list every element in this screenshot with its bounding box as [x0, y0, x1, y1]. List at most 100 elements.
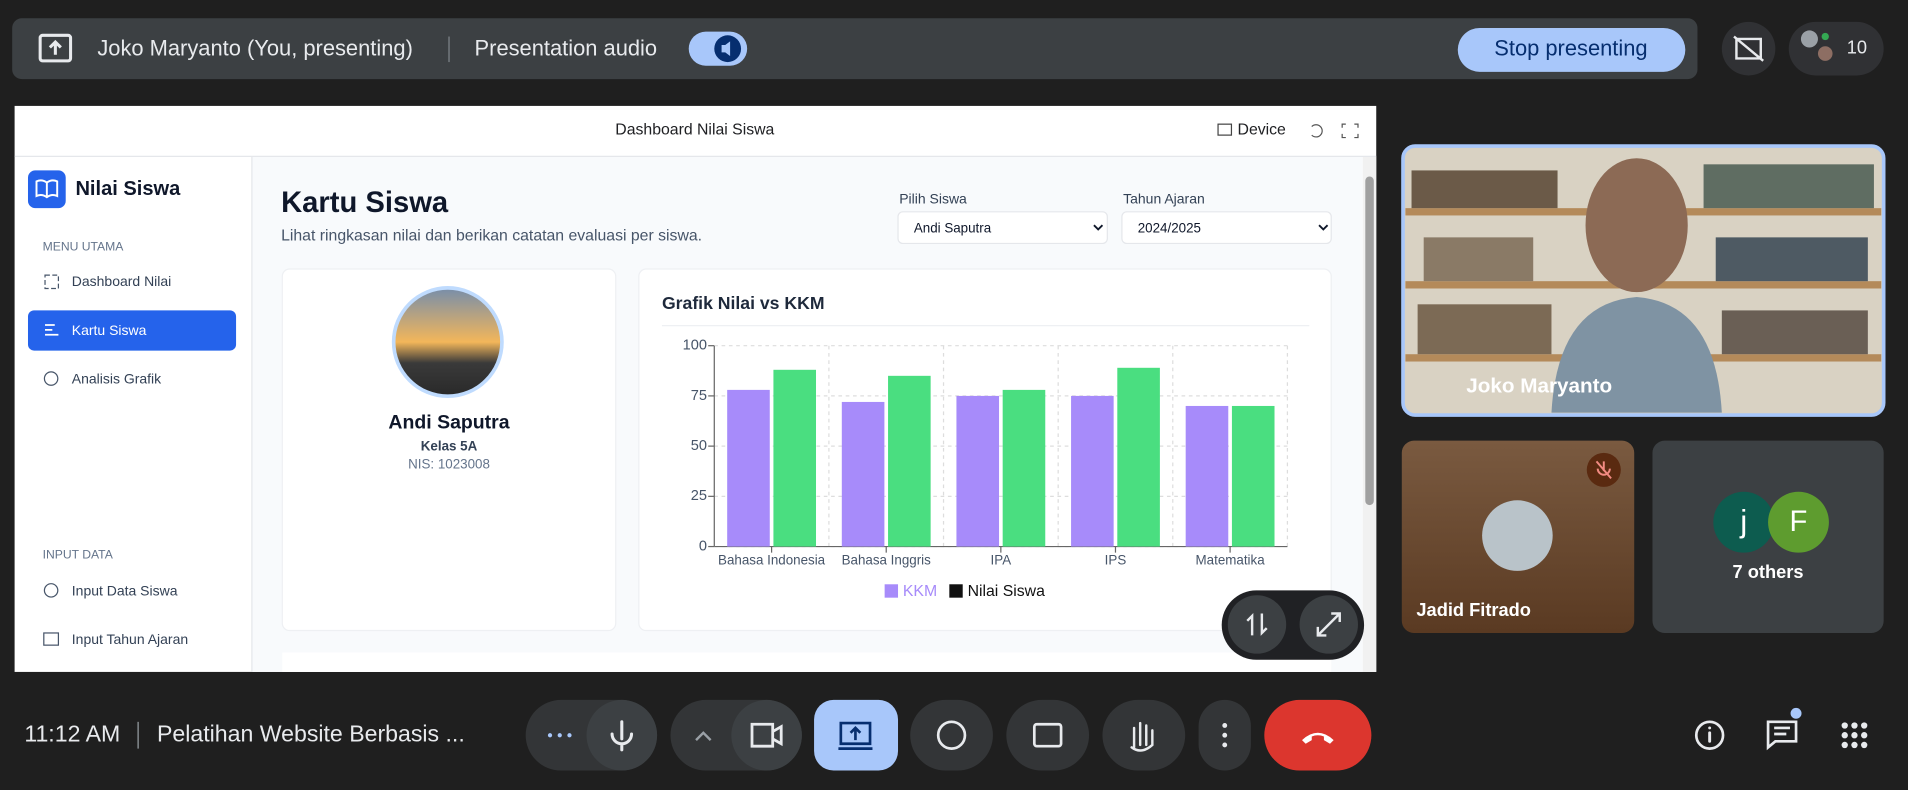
legend-swatch — [949, 584, 963, 598]
initial: F — [1790, 506, 1808, 538]
bar — [956, 395, 1000, 547]
student-name: Andi Saputra — [388, 412, 509, 434]
initial-avatar — [1713, 491, 1775, 553]
page-subtitle: Lihat ringkasan nilai dan berikan catata… — [281, 227, 702, 244]
books — [1417, 304, 1552, 355]
y-tick-label: 25 — [691, 488, 707, 504]
menu-item-active[interactable]: Kartu Siswa — [72, 322, 147, 338]
scroll-thumb[interactable] — [1365, 176, 1374, 506]
y-tick-label: 0 — [699, 538, 707, 554]
captions-button[interactable] — [1006, 699, 1090, 771]
x-tick-label: IPA — [991, 553, 1012, 568]
hangup-icon — [1302, 732, 1334, 744]
status-dot — [1821, 32, 1829, 41]
user-icon — [43, 583, 59, 598]
student-select[interactable] — [897, 211, 1108, 245]
dot — [1841, 732, 1848, 739]
y-tick-label: 100 — [683, 338, 707, 354]
student-nis: NIS: 1023008 — [408, 457, 490, 472]
camera-icon — [750, 722, 783, 748]
present-arrow — [48, 39, 62, 55]
page-title: Kartu Siswa — [281, 187, 449, 219]
x-tick-label: IPS — [1105, 553, 1127, 568]
emoji-button[interactable] — [910, 699, 993, 771]
camera-off-icon — [1733, 35, 1764, 62]
window-title: Dashboard Nilai Siswa — [615, 121, 774, 138]
expand-icon — [1316, 612, 1341, 637]
bar — [773, 369, 817, 547]
chat-button[interactable] — [1766, 720, 1798, 751]
present-icon — [38, 33, 73, 63]
stop-button[interactable] — [1457, 27, 1686, 72]
bar — [1231, 405, 1275, 547]
emoji-icon — [936, 720, 967, 750]
legend-label: KKM — [903, 583, 937, 600]
presenting-bar — [12, 18, 1698, 80]
speaker-icon — [721, 41, 731, 56]
participant-avatar — [1482, 500, 1553, 571]
dot — [1851, 732, 1858, 739]
swap-button[interactable] — [1227, 595, 1287, 654]
avatar — [1817, 46, 1833, 61]
captions-icon — [1032, 722, 1063, 748]
legend-swatch — [884, 584, 899, 598]
menu-item[interactable]: Analisis Grafik — [72, 370, 162, 386]
y-tick-label: 50 — [691, 438, 707, 454]
chat-badge — [1790, 707, 1802, 719]
meeting-title: Pelatihan Website Berbasis ... — [157, 720, 465, 746]
active-menu-bg[interactable] — [27, 310, 237, 351]
participant-count: 10 — [1847, 37, 1867, 58]
dot — [1861, 722, 1868, 729]
bar — [1185, 405, 1229, 547]
books — [1715, 237, 1868, 282]
initial-avatar — [1768, 491, 1829, 553]
swap-icon — [1246, 612, 1268, 636]
presenter-label: Joko Maryanto (You, presenting) — [97, 36, 413, 61]
avatar — [1800, 30, 1818, 48]
legend-label: Nilai Siswa — [968, 583, 1046, 600]
initial: j — [1739, 503, 1747, 539]
mic-icon — [610, 720, 634, 752]
dot — [1861, 732, 1868, 739]
books — [1423, 237, 1534, 282]
raise-hand-button[interactable] — [1102, 699, 1186, 771]
chevron — [1093, 224, 1104, 231]
x-tick-label: Matematika — [1196, 553, 1266, 568]
device-icon — [1217, 123, 1233, 136]
menu-item[interactable]: Input Data Siswa — [72, 582, 178, 598]
bar — [888, 375, 931, 547]
profile-card — [281, 268, 617, 632]
x-tick-label: Bahasa Inggris — [842, 553, 932, 568]
presenter-body — [1551, 297, 1722, 413]
filter-label: Pilih Siswa — [899, 190, 967, 206]
info-button[interactable] — [1694, 720, 1725, 750]
dot — [1851, 741, 1858, 749]
stop-label: Stop presenting — [1494, 36, 1647, 61]
clock: 11:12 AM — [24, 720, 120, 746]
people-button[interactable] — [1788, 21, 1884, 76]
apps-button[interactable] — [1841, 722, 1868, 749]
camera-options[interactable] — [695, 731, 712, 741]
tile-name: Joko Maryanto — [1466, 375, 1612, 398]
bar — [727, 389, 770, 547]
chart-icon — [43, 371, 59, 386]
books — [1721, 310, 1868, 355]
menu-item[interactable]: Input Tahun Ajaran — [72, 631, 188, 647]
dot — [1841, 741, 1848, 749]
filter-label: Tahun Ajaran — [1123, 190, 1205, 206]
audio-label: Presentation audio — [475, 36, 658, 61]
menu-heading: INPUT DATA — [43, 547, 114, 561]
window-controls — [1311, 123, 1359, 139]
presenter-head — [1585, 158, 1688, 293]
select-value: 2024/2025 — [1138, 220, 1201, 235]
menu-item[interactable]: Dashboard Nilai — [72, 273, 171, 289]
book-icon — [35, 179, 59, 199]
chart: 0 25 50 75 100 Bahasa Indonesia Bahasa Inggris… — [683, 338, 1289, 600]
camera-button[interactable] — [731, 699, 802, 771]
student-photo — [395, 289, 501, 395]
menu-heading: MENU UTAMA — [43, 239, 125, 253]
year-select[interactable] — [1121, 211, 1332, 245]
next-card — [282, 652, 1332, 672]
